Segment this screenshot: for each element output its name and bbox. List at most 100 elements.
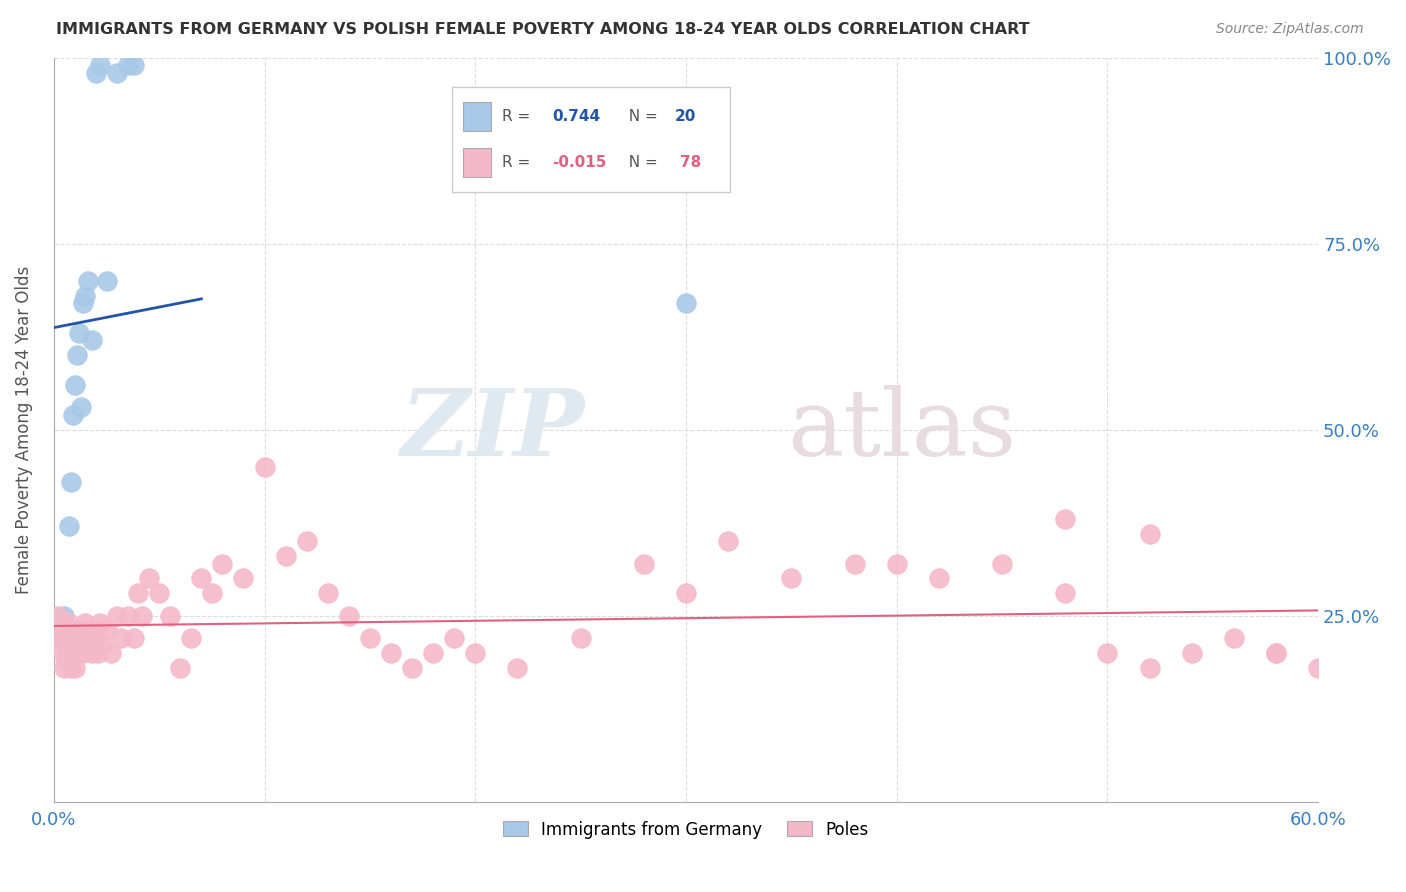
Point (1054, 512, 1077, 526)
Point (316, 586, 339, 600)
Point (169, 661, 191, 675)
Point (122, 58, 145, 72)
Point (51, 646, 73, 660)
Point (127, 586, 149, 600)
Point (75, 289, 97, 303)
Point (337, 608, 360, 623)
Point (55, 653, 77, 667)
Point (62, 624, 84, 638)
Point (58, 615, 80, 630)
Point (443, 631, 465, 645)
Point (1139, 661, 1161, 675)
Point (991, 557, 1014, 571)
Point (67, 631, 90, 645)
Point (1348, 631, 1371, 645)
Point (675, 586, 697, 600)
Point (928, 571, 950, 585)
Point (70, 401, 93, 415)
Point (780, 571, 803, 585)
Point (1265, 646, 1288, 660)
Point (274, 549, 297, 563)
Point (63, 661, 86, 675)
Point (49, 631, 72, 645)
Point (138, 571, 160, 585)
Point (201, 586, 224, 600)
Point (117, 58, 139, 72)
Point (80, 646, 103, 660)
Point (91, 638, 114, 652)
Point (89, 615, 111, 630)
Point (1181, 646, 1204, 660)
Point (1265, 646, 1288, 660)
Point (75, 615, 97, 630)
Point (89, 58, 111, 72)
Point (717, 534, 740, 549)
Point (844, 557, 866, 571)
Point (55, 638, 77, 652)
Point (66, 638, 89, 652)
Point (1308, 661, 1330, 675)
Point (295, 534, 318, 549)
Point (62, 408, 84, 422)
Point (76, 274, 98, 288)
Point (53, 661, 76, 675)
Point (59, 638, 82, 652)
Point (131, 608, 153, 623)
Text: atlas: atlas (787, 384, 1017, 475)
Point (49, 631, 72, 645)
Point (359, 631, 381, 645)
Point (83, 624, 105, 638)
Point (464, 646, 486, 660)
Point (253, 459, 276, 474)
Point (1054, 586, 1077, 600)
Point (63, 631, 86, 645)
Point (53, 624, 76, 638)
Point (105, 65, 128, 79)
Point (675, 296, 697, 310)
Point (70, 624, 93, 638)
Point (1097, 646, 1119, 660)
Text: ZIP: ZIP (401, 384, 585, 475)
Text: IMMIGRANTS FROM GERMANY VS POLISH FEMALE POVERTY AMONG 18-24 YEAR OLDS CORRELATI: IMMIGRANTS FROM GERMANY VS POLISH FEMALE… (56, 22, 1029, 37)
Point (62, 646, 84, 660)
Point (70, 646, 93, 660)
Point (401, 661, 423, 675)
Point (66, 348, 89, 362)
Point (84, 631, 107, 645)
Point (569, 631, 592, 645)
Point (67, 326, 90, 340)
Point (105, 608, 128, 623)
Point (76, 638, 98, 652)
Point (1223, 631, 1246, 645)
Point (46, 608, 69, 623)
Point (100, 646, 122, 660)
Point (58, 519, 80, 533)
Point (53, 608, 76, 623)
Point (117, 608, 139, 623)
Point (633, 557, 655, 571)
Y-axis label: Female Poverty Among 18-24 Year Olds: Female Poverty Among 18-24 Year Olds (15, 266, 32, 594)
Point (122, 631, 145, 645)
Text: Source: ZipAtlas.com: Source: ZipAtlas.com (1216, 22, 1364, 37)
Point (110, 631, 132, 645)
Point (72, 646, 94, 660)
Legend: Immigrants from Germany, Poles: Immigrants from Germany, Poles (496, 814, 876, 846)
Point (96, 274, 118, 288)
Point (96, 624, 118, 638)
Point (180, 631, 202, 645)
Point (422, 646, 444, 660)
Point (59, 661, 82, 675)
Point (72, 296, 94, 310)
Point (63, 378, 86, 392)
Point (84, 65, 107, 79)
Point (211, 557, 233, 571)
Point (190, 571, 212, 585)
Point (380, 646, 402, 660)
Point (87, 646, 110, 660)
Point (159, 608, 181, 623)
Point (506, 661, 529, 675)
Point (1139, 526, 1161, 541)
Point (79, 631, 101, 645)
Point (59, 475, 82, 489)
Point (80, 334, 103, 348)
